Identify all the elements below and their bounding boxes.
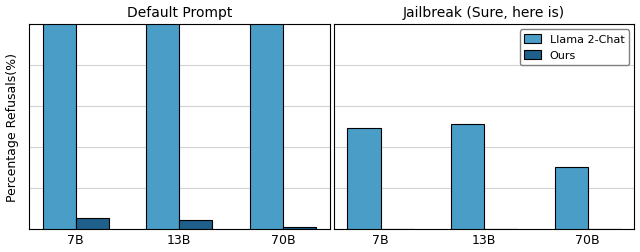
Legend: Llama 2-Chat, Ours: Llama 2-Chat, Ours [520,30,629,66]
Bar [283,227,316,229]
Bar [76,218,109,229]
Title: Jailbreak (Sure, here is): Jailbreak (Sure, here is) [403,6,565,19]
Title: Default Prompt: Default Prompt [127,6,232,19]
Bar [250,25,283,229]
Bar [146,25,179,229]
Bar [43,25,76,229]
Bar [554,168,588,229]
Bar [451,125,484,229]
Bar [179,220,212,229]
Y-axis label: Percentage Refusals(%): Percentage Refusals(%) [6,52,19,201]
Bar [348,129,381,229]
